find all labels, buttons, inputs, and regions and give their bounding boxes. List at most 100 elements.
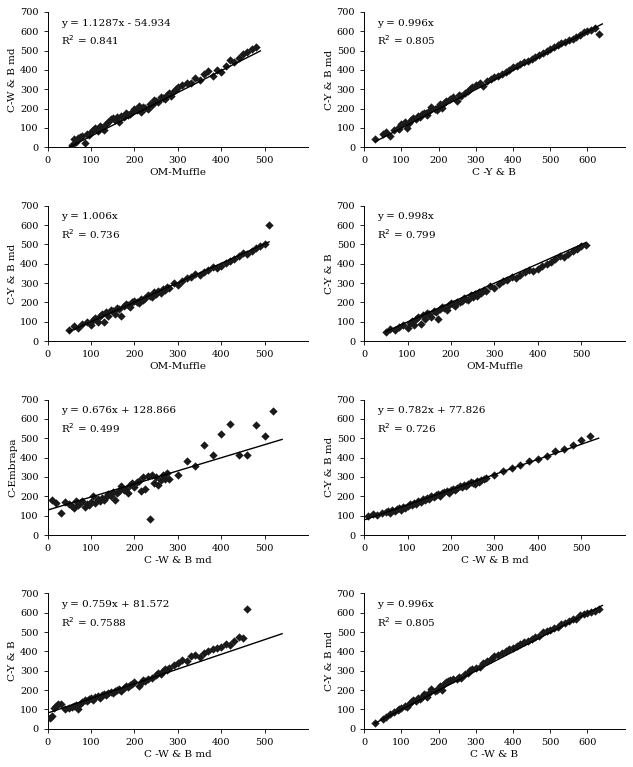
Point <box>168 277 179 289</box>
Point <box>92 690 103 702</box>
Point <box>474 285 484 298</box>
Point <box>164 87 174 99</box>
Point <box>381 325 391 337</box>
Point <box>446 298 456 310</box>
Point <box>65 324 75 336</box>
Point <box>80 501 90 513</box>
Point <box>424 308 434 321</box>
Point <box>136 677 146 690</box>
Point <box>199 647 209 660</box>
Point <box>590 22 600 35</box>
Point <box>194 651 204 663</box>
Point <box>400 116 410 128</box>
Point <box>216 428 227 440</box>
Point <box>194 269 204 281</box>
Point <box>80 137 90 150</box>
Point <box>409 318 419 331</box>
Point <box>56 507 66 519</box>
Point <box>396 504 406 516</box>
Point <box>422 109 432 121</box>
Point <box>116 685 127 697</box>
Point <box>411 498 422 510</box>
Point <box>392 704 403 716</box>
Point <box>251 242 261 255</box>
Point <box>136 105 146 117</box>
Point <box>523 55 533 67</box>
Point <box>411 114 422 126</box>
Point <box>503 274 513 286</box>
Point <box>125 479 135 491</box>
Point <box>216 259 227 272</box>
Point <box>153 96 163 108</box>
Point <box>56 697 66 709</box>
Point <box>363 509 373 522</box>
Point <box>221 60 231 72</box>
Point <box>225 54 235 67</box>
Point <box>144 512 154 525</box>
Point <box>106 686 116 698</box>
Point <box>398 318 408 331</box>
Point <box>465 288 475 301</box>
Point <box>108 486 118 499</box>
Point <box>415 111 425 123</box>
Point <box>84 693 94 705</box>
Point <box>524 263 534 275</box>
Point <box>166 90 177 102</box>
Point <box>457 295 467 307</box>
Point <box>511 60 522 72</box>
Point <box>444 93 454 105</box>
Point <box>129 676 139 689</box>
Point <box>127 296 137 308</box>
Point <box>92 493 103 505</box>
Point <box>116 110 127 123</box>
Point <box>101 689 111 701</box>
Point <box>82 695 92 707</box>
Point <box>203 64 213 77</box>
Point <box>470 478 480 490</box>
Point <box>212 64 222 76</box>
Point <box>171 83 181 95</box>
Point <box>162 89 172 101</box>
Point <box>556 37 567 49</box>
Point <box>68 700 78 712</box>
Point <box>101 491 111 503</box>
Point <box>389 706 399 719</box>
Point <box>498 275 508 288</box>
Point <box>147 469 157 481</box>
Point <box>580 239 591 252</box>
Point <box>482 74 492 87</box>
Point <box>125 301 135 314</box>
Point <box>127 476 137 489</box>
Point <box>66 700 77 713</box>
Point <box>127 105 137 117</box>
Point <box>110 114 120 127</box>
Point <box>251 419 261 431</box>
Point <box>572 243 582 255</box>
Y-axis label: C-Y & B md: C-Y & B md <box>8 243 17 304</box>
Point <box>123 109 133 121</box>
Point <box>454 296 465 308</box>
Y-axis label: C-Y & B md: C-Y & B md <box>325 50 334 110</box>
Point <box>242 46 253 58</box>
Point <box>442 486 452 498</box>
Point <box>446 485 456 497</box>
Point <box>158 92 168 104</box>
Point <box>550 445 560 457</box>
Point <box>153 479 163 491</box>
Point <box>511 640 522 652</box>
Point <box>454 479 465 492</box>
Point <box>560 617 570 630</box>
Point <box>112 111 122 123</box>
Point <box>97 122 107 134</box>
Point <box>443 675 453 687</box>
Point <box>177 79 187 91</box>
Point <box>255 240 265 252</box>
Point <box>86 318 96 331</box>
Point <box>407 314 417 327</box>
Point <box>216 640 227 653</box>
Point <box>444 299 454 311</box>
Point <box>203 645 213 657</box>
Point <box>448 482 458 495</box>
Point <box>396 118 406 130</box>
Point <box>112 302 122 314</box>
